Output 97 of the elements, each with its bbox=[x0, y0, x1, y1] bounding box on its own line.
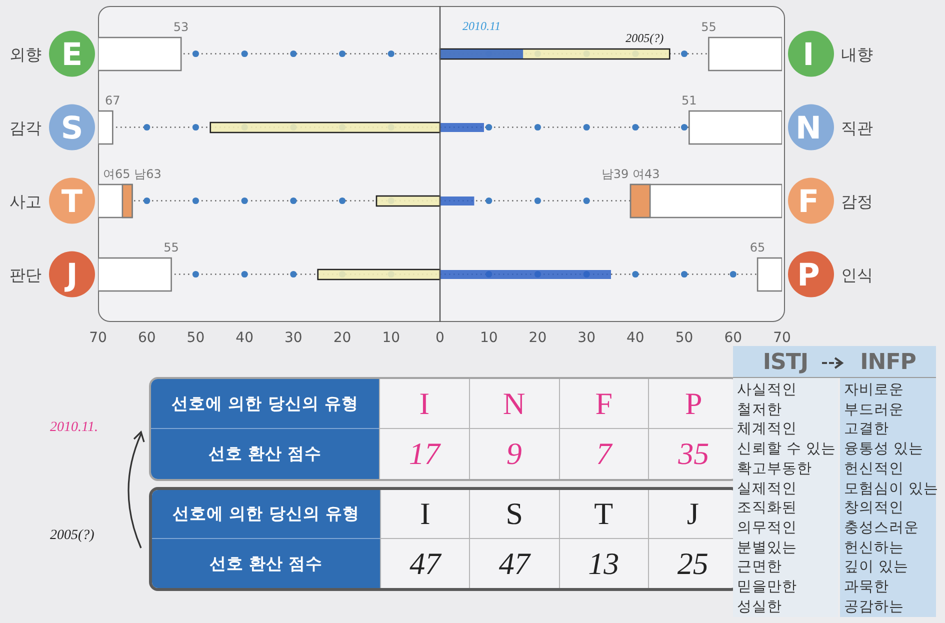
x-tick-label: 40 bbox=[236, 330, 254, 346]
annotation: 55 bbox=[701, 20, 716, 34]
text: 고결한 bbox=[844, 420, 890, 440]
text: 근면한 bbox=[737, 558, 783, 578]
bar bbox=[440, 50, 524, 58]
annotation: 67 bbox=[105, 93, 120, 108]
text: 헌신적인 bbox=[844, 460, 905, 479]
x-tick-label: 70 bbox=[773, 330, 791, 346]
text: 부드러운 bbox=[844, 400, 905, 420]
text: 조직화된 bbox=[737, 499, 798, 518]
x-tick-label: 70 bbox=[89, 330, 107, 346]
text: 자비로운 bbox=[844, 381, 905, 400]
text: 9 bbox=[468, 429, 558, 479]
bar bbox=[440, 270, 611, 279]
text: 충성스러운 bbox=[844, 518, 920, 538]
text: 47 bbox=[469, 539, 558, 588]
y2-tick-label: P 인식 bbox=[797, 257, 873, 294]
text: 창의적인 bbox=[844, 499, 905, 518]
bar bbox=[688, 110, 782, 145]
y2-tick-label: F 감정 bbox=[798, 184, 873, 220]
x-tick-label: 50 bbox=[675, 330, 694, 346]
x-tick-label: 60 bbox=[724, 330, 742, 346]
bar bbox=[98, 36, 182, 72]
y2-tick-label: I 내향 bbox=[802, 36, 873, 73]
annotation: 65 bbox=[750, 240, 766, 254]
x-tick-label: 20 bbox=[528, 330, 547, 346]
text: 17 bbox=[379, 429, 469, 479]
annotation: 51 bbox=[682, 93, 697, 108]
series-label: 2005(?) bbox=[626, 31, 664, 45]
x-tick-label: 20 bbox=[333, 330, 352, 346]
text: 35 bbox=[648, 429, 738, 479]
text: 2005(?) bbox=[50, 528, 94, 544]
text: 분별있는 bbox=[737, 538, 798, 558]
category-label: 사고 bbox=[9, 192, 42, 211]
bar bbox=[98, 257, 172, 292]
text: 7 bbox=[558, 429, 648, 479]
text: 25 bbox=[648, 539, 737, 588]
text: J bbox=[64, 257, 78, 294]
text: T bbox=[594, 496, 614, 531]
bar bbox=[440, 123, 484, 132]
text: 실제적인 bbox=[737, 480, 798, 499]
text: 선호 환산 점수 bbox=[152, 539, 380, 588]
annotation: 여65 남63 bbox=[103, 166, 162, 181]
text: 공감하는 bbox=[844, 598, 905, 617]
text: T bbox=[61, 184, 83, 220]
bar bbox=[98, 110, 114, 145]
bar bbox=[756, 257, 782, 292]
text: INFP bbox=[859, 348, 917, 376]
category-label: 외향 E bbox=[9, 36, 83, 73]
bar bbox=[210, 122, 441, 134]
text: S bbox=[60, 110, 84, 146]
text: 의무적인 bbox=[737, 518, 798, 538]
text: 확고부동한 bbox=[737, 460, 813, 479]
category-label: 감각 bbox=[9, 118, 42, 138]
text: 선호에 의한 당신의 유형 bbox=[151, 379, 379, 429]
x-tick-label: 10 bbox=[480, 330, 498, 346]
annotation: 53 bbox=[173, 20, 189, 34]
text: ISTJ bbox=[762, 348, 810, 376]
text: 선호 환산 점수 bbox=[151, 429, 379, 479]
text: J bbox=[686, 496, 699, 531]
text: I bbox=[380, 490, 470, 539]
text: 헌신하는 bbox=[844, 538, 905, 558]
text: P bbox=[648, 379, 738, 429]
text: 사실적인 bbox=[737, 381, 798, 400]
text: 철저한 bbox=[737, 400, 783, 420]
text: 체계적인 bbox=[737, 420, 798, 440]
bar bbox=[440, 196, 474, 206]
text: 선호에 의한 당신의 유형 bbox=[152, 490, 380, 539]
text: 성실한 bbox=[737, 598, 783, 617]
text: N bbox=[468, 379, 558, 429]
y2-tick-label: N 직관 bbox=[795, 110, 873, 146]
text: 융통성 있는 bbox=[844, 440, 925, 460]
bar bbox=[708, 36, 782, 72]
bar bbox=[376, 195, 441, 207]
text: 모험심이 있는 bbox=[844, 480, 939, 499]
x-tick-label: 0 bbox=[436, 330, 444, 346]
text: 과묵한 bbox=[844, 578, 890, 598]
text: 47 bbox=[380, 539, 470, 588]
text: I bbox=[379, 379, 469, 429]
x-tick-label: 30 bbox=[578, 330, 596, 346]
bar bbox=[317, 268, 441, 280]
x-tick-label: 50 bbox=[186, 330, 205, 346]
category-label: 판단 bbox=[9, 265, 42, 284]
text: S bbox=[506, 496, 523, 531]
text: 믿을만한 bbox=[737, 578, 798, 598]
x-tick-label: 30 bbox=[284, 330, 302, 346]
text: F bbox=[558, 379, 648, 429]
x-tick-label: 10 bbox=[382, 330, 400, 346]
text: 깊이 있는 bbox=[844, 558, 910, 578]
x-tick-label: 40 bbox=[626, 330, 644, 346]
annotation: 남39 여43 bbox=[601, 166, 660, 181]
text: 2010.11. bbox=[50, 420, 98, 436]
annotation: 55 bbox=[164, 240, 179, 254]
text: 신뢰할 수 있는 bbox=[737, 440, 836, 460]
x-tick-label: 60 bbox=[138, 330, 156, 346]
series-label: 2010.11 bbox=[462, 19, 501, 33]
text: 13 bbox=[558, 539, 648, 588]
